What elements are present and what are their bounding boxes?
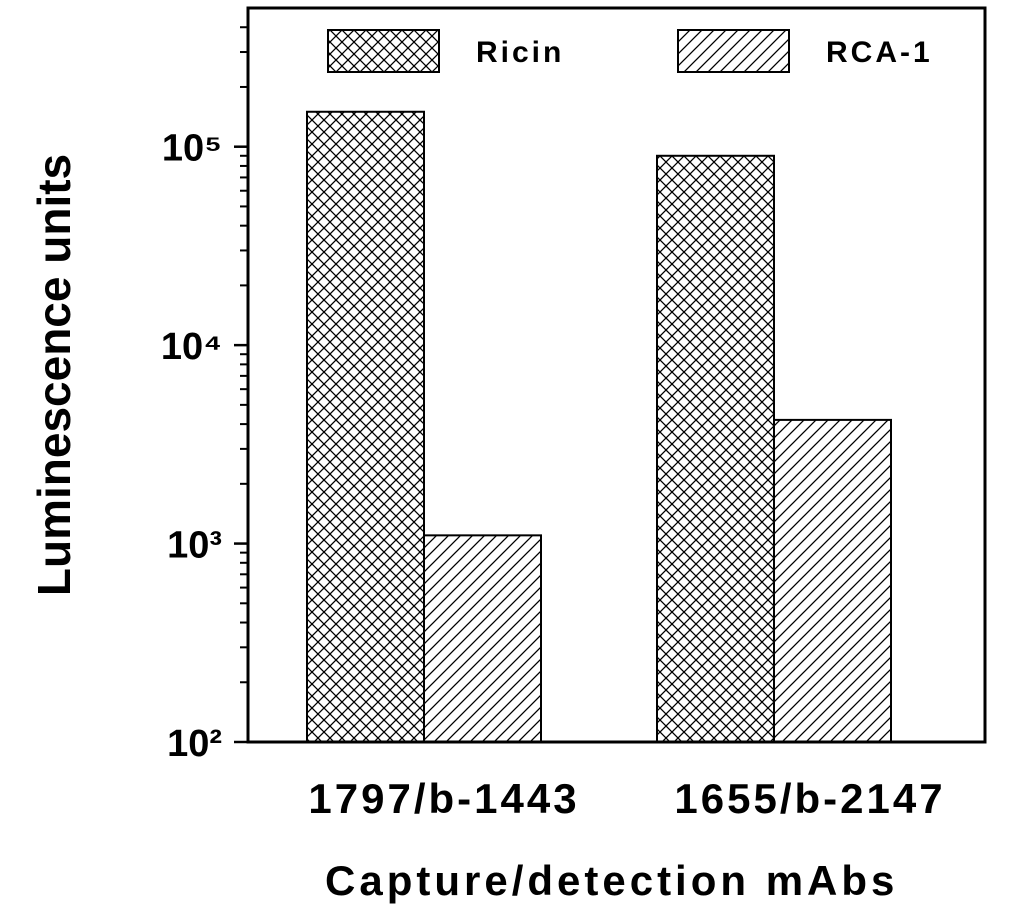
bar	[423, 534, 542, 743]
y-tick-label: 10⁴	[161, 326, 222, 368]
bar	[656, 154, 775, 743]
y-tick-label: 10³	[167, 525, 222, 567]
bar	[306, 110, 425, 744]
legend-swatch	[677, 29, 790, 73]
legend-label: RCA-1	[826, 36, 933, 69]
x-tick-label: 1655/b-2147	[674, 775, 945, 822]
legend-label: Ricin	[476, 36, 564, 69]
y-tick-label: 10²	[167, 723, 222, 765]
legend-swatch	[327, 29, 440, 73]
x-tick-label: 1797/b-1443	[308, 775, 579, 822]
y-axis-title: Luminescence units	[28, 154, 80, 596]
bar	[773, 418, 892, 743]
x-axis-title: Capture/detection mAbs	[325, 857, 898, 904]
plot-frame	[246, 6, 987, 744]
y-tick-label: 10⁵	[162, 128, 222, 170]
